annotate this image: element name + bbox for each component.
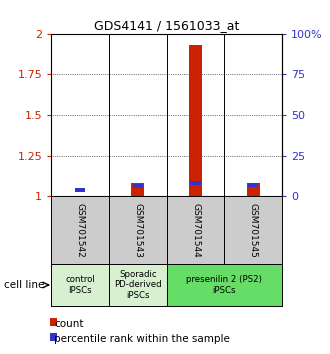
Text: GSM701542: GSM701542 <box>76 203 84 257</box>
Text: GSM701543: GSM701543 <box>133 202 142 258</box>
Text: Sporadic
PD-derived
iPSCs: Sporadic PD-derived iPSCs <box>114 270 162 300</box>
Bar <box>248 183 258 187</box>
Text: presenilin 2 (PS2)
iPSCs: presenilin 2 (PS2) iPSCs <box>186 275 262 295</box>
Bar <box>190 181 201 185</box>
Bar <box>75 188 85 192</box>
Bar <box>247 183 260 196</box>
Title: GDS4141 / 1561033_at: GDS4141 / 1561033_at <box>94 19 239 33</box>
Bar <box>131 183 144 196</box>
Text: cell line: cell line <box>4 280 45 290</box>
Bar <box>189 45 202 196</box>
Text: GSM701545: GSM701545 <box>249 202 258 258</box>
Text: count: count <box>54 319 84 329</box>
Text: GSM701544: GSM701544 <box>191 203 200 257</box>
Text: control
IPSCs: control IPSCs <box>65 275 95 295</box>
Bar <box>133 184 143 188</box>
Text: percentile rank within the sample: percentile rank within the sample <box>54 334 230 344</box>
